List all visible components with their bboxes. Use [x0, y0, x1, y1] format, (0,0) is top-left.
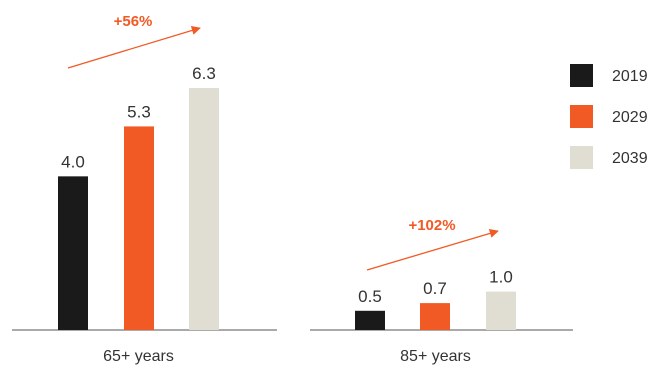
value-label-2039-2: 1.0 — [489, 268, 513, 287]
category-label-1: 65+ years — [103, 348, 174, 365]
legend-swatch-2039 — [570, 146, 593, 169]
legend: 2019 2029 2039 — [570, 64, 648, 169]
growth-arrow-1 — [67, 26, 201, 69]
value-labels: 4.0 0.5 5.3 0.7 6.3 1.0 — [61, 64, 513, 306]
legend-swatch-2019 — [570, 64, 593, 87]
value-label-2019-2: 0.5 — [358, 287, 382, 306]
bar-2029-2 — [420, 303, 450, 330]
bars — [58, 88, 516, 331]
category-label-2: 85+ years — [400, 348, 471, 365]
value-label-2029-2: 0.7 — [423, 279, 447, 298]
annotations: +56% +102% — [67, 13, 499, 271]
bar-2039-1 — [189, 88, 219, 330]
value-label-2019-1: 4.0 — [61, 152, 85, 171]
bar-2039-2 — [486, 291, 516, 330]
growth-label-2: +102% — [408, 217, 455, 234]
legend-label-2039: 2039 — [612, 150, 648, 167]
value-label-2039-1: 6.3 — [192, 64, 216, 83]
growth-label-1: +56% — [114, 13, 153, 30]
bar-2019-1 — [58, 176, 88, 330]
legend-label-2019: 2019 — [612, 68, 648, 85]
bar-2019-2 — [355, 310, 385, 330]
legend-label-2029: 2029 — [612, 109, 648, 126]
growth-arrow-2 — [366, 228, 499, 271]
category-labels: 65+ years 85+ years — [103, 348, 471, 365]
value-label-2029-1: 5.3 — [127, 102, 151, 121]
legend-swatch-2029 — [570, 105, 593, 128]
bar-2029-1 — [124, 126, 154, 331]
